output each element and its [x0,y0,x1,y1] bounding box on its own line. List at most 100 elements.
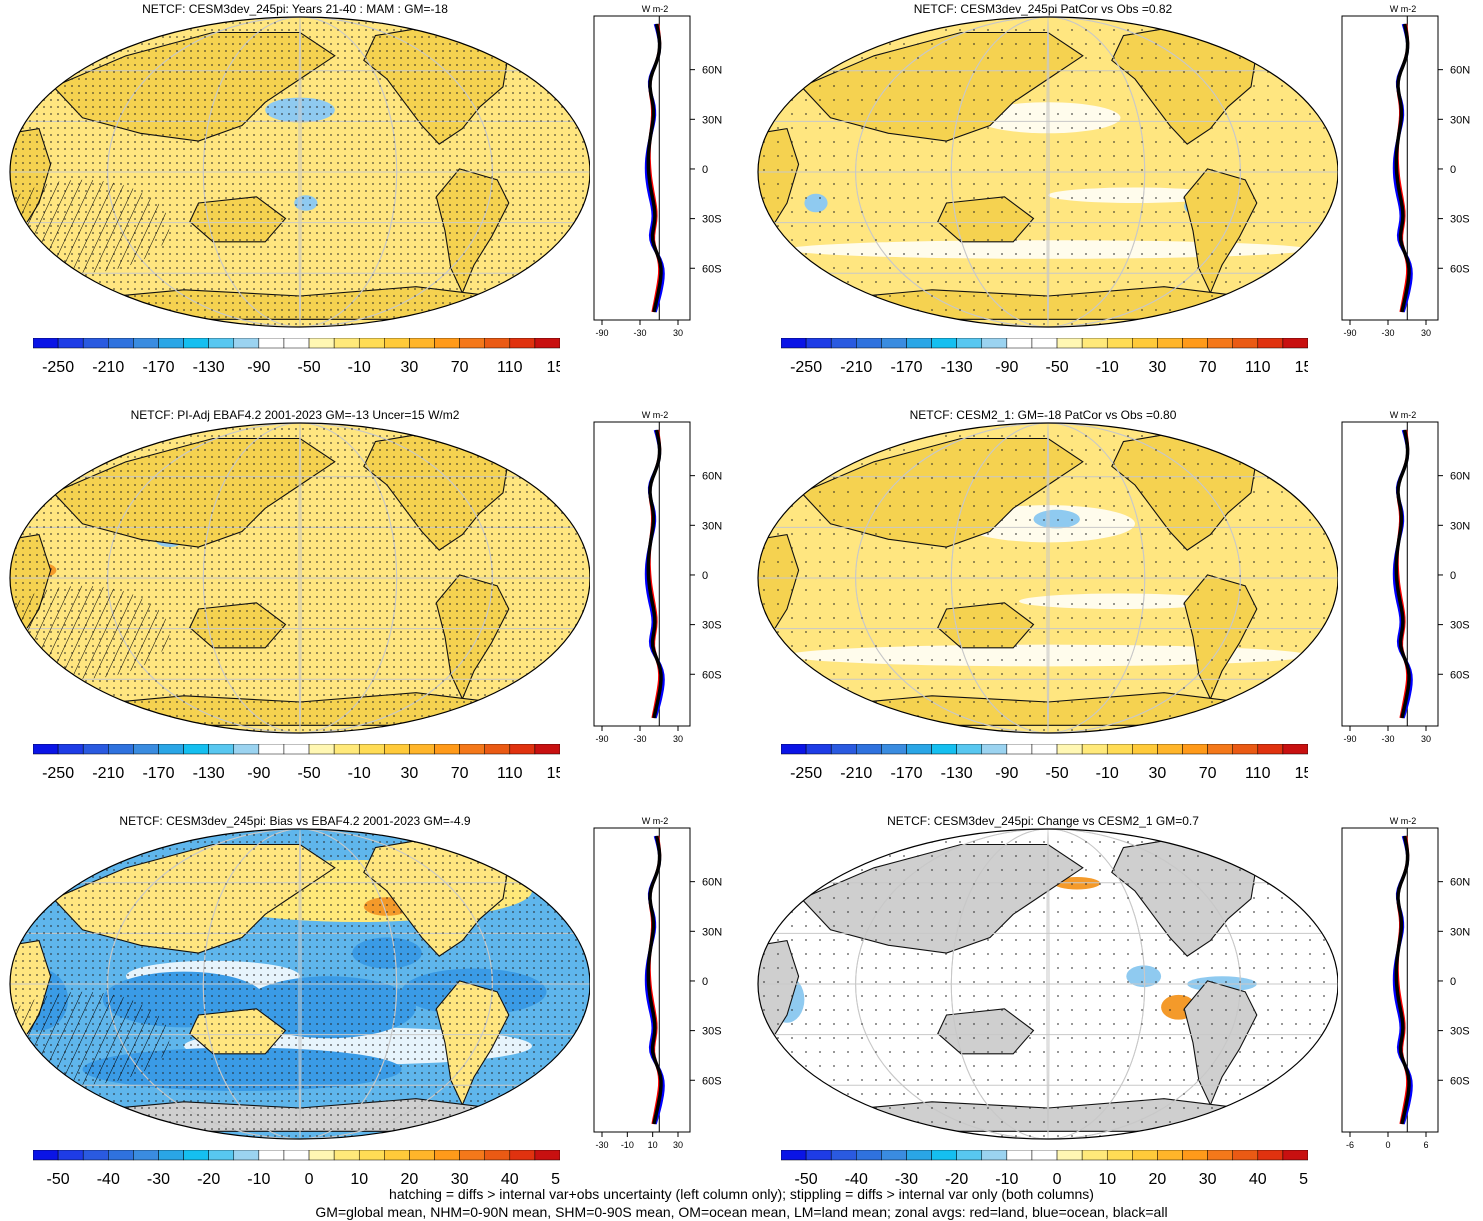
colorbar-swatch [1031,744,1058,755]
colorbar-label: -170 [142,359,174,376]
colorbar-label: -10 [995,1171,1018,1188]
colorbar-label: -130 [193,765,225,782]
colorbar-swatch [1006,338,1033,349]
hatching [10,179,170,273]
colorbar-swatch [233,1150,260,1161]
colorbar-swatch [82,338,109,349]
colorbar-swatch [459,1150,485,1161]
colorbar-swatch [534,338,560,349]
colorbar-swatch [1106,338,1133,349]
zonal-units: W m-2 [642,816,669,826]
colorbar-swatch [333,1150,360,1161]
colorbar-swatch [409,1150,435,1161]
colorbar-swatch [1182,1150,1208,1161]
colorbar-swatch [57,1150,84,1161]
panel-title: NETCF: CESM3dev_245pi: Years 21-40 : MAM… [142,2,448,16]
zonal-average-plot: W m-2 60N 30N 0 30S 60S -30 -10 10 30 [593,816,722,1150]
zonal-x-tick-label: -30 [1381,734,1394,744]
colorbar-swatch [233,744,260,755]
colorbar-label: 20 [1149,1171,1167,1188]
colorbar-label: 20 [401,1171,419,1188]
stippling [758,829,1338,1139]
zonal-x-tick-label: 10 [648,1140,658,1150]
colorbar-swatch [881,338,907,349]
colorbar-swatch [133,744,159,755]
map-frame [9,16,590,328]
colorbar-label: 30 [401,765,419,782]
zonal-frame [1341,827,1439,1133]
colorbar-label: 30 [1149,359,1167,376]
lat-tick-label: 60S [702,669,722,681]
lat-tick-label: 30S [1450,214,1470,226]
colorbar-label: -130 [193,359,225,376]
colorbar-label: -50 [1045,359,1068,376]
colorbar-swatch [82,1150,109,1161]
colorbar-label: 0 [305,1171,314,1188]
zonal-x-tick-label: 30 [673,734,683,744]
colorbar-swatch [108,744,134,755]
colorbar-swatch [258,1150,285,1161]
colorbar-label: -210 [92,359,124,376]
lat-tick-label: 0 [702,976,708,988]
colorbar-label: -210 [92,765,124,782]
panel-title: NETCF: PI-Adj EBAF4.2 2001-2023 GM=-13 U… [130,408,460,422]
colorbar-swatch [459,338,485,349]
lat-tick-label: 30N [1450,520,1470,532]
zonal-units: W m-2 [1390,816,1417,826]
panel-1: NETCF: CESM3dev_245pi: Years 21-40 : MAM… [0,0,740,400]
colorbar-label: -170 [142,765,174,782]
colorbar-swatch [258,744,285,755]
colorbar: -250 -210 -170 -130 -90 -50 -10 30 70 110 150 [781,338,1308,376]
stippling [10,17,590,327]
lat-tick-label: 60N [702,65,722,77]
colorbar-swatch [82,744,109,755]
colorbar-label: 110 [497,765,523,782]
colorbar-label: 150 [547,765,560,782]
colorbar-swatch [1232,338,1259,349]
stippling [758,423,1338,733]
colorbar-swatch [208,338,235,349]
stippling [10,829,590,1139]
colorbar-swatch [358,744,385,755]
colorbar-label: -210 [840,765,872,782]
lat-tick-label: 30N [702,926,722,938]
zonal-frame [593,421,691,727]
lat-tick-label: 60S [1450,669,1470,681]
colorbar-label: 30 [451,1171,469,1188]
colorbar-label: -10 [247,1171,270,1188]
colorbar: -50 -40 -30 -20 -10 0 10 20 30 40 50 [781,1150,1308,1188]
lat-tick-label: 60S [1450,1075,1470,1087]
lat-tick-label: 60N [702,471,722,483]
colorbar-swatch [805,338,832,349]
zonal-all-curve [1394,835,1411,1125]
colorbar-swatch [1207,338,1233,349]
colorbar-label: -30 [895,1171,918,1188]
colorbar-swatch [830,338,857,349]
colorbar-swatch [183,744,209,755]
colorbar-swatch [409,338,435,349]
colorbar-swatch [956,338,983,349]
colorbar-swatch [1257,1150,1284,1161]
zonal-all-curve [646,429,663,719]
colorbar-label: -210 [840,359,872,376]
map-frame [757,422,1338,734]
colorbar-swatch [1132,744,1158,755]
colorbar-swatch [133,1150,159,1161]
lat-tick-label: 30N [702,114,722,126]
colorbar-swatch [434,338,460,349]
lat-tick-label: 60N [702,877,722,889]
colorbar-swatch [333,338,360,349]
zonal-x-tick-label: -30 [633,734,646,744]
map [757,16,1338,328]
colorbar-label: -250 [42,765,74,782]
lat-tick-label: 0 [702,164,708,176]
colorbar-label: -50 [47,1171,70,1188]
colorbar-swatch [830,1150,857,1161]
lat-tick-label: 30S [702,1026,722,1038]
colorbar-swatch [333,744,360,755]
colorbar-label: -40 [845,1171,868,1188]
zonal-units: W m-2 [642,410,669,420]
colorbar-label: 30 [401,359,419,376]
colorbar-swatch [1031,1150,1058,1161]
colorbar: -250 -210 -170 -130 -90 -50 -10 30 70 110 150 [33,744,560,782]
